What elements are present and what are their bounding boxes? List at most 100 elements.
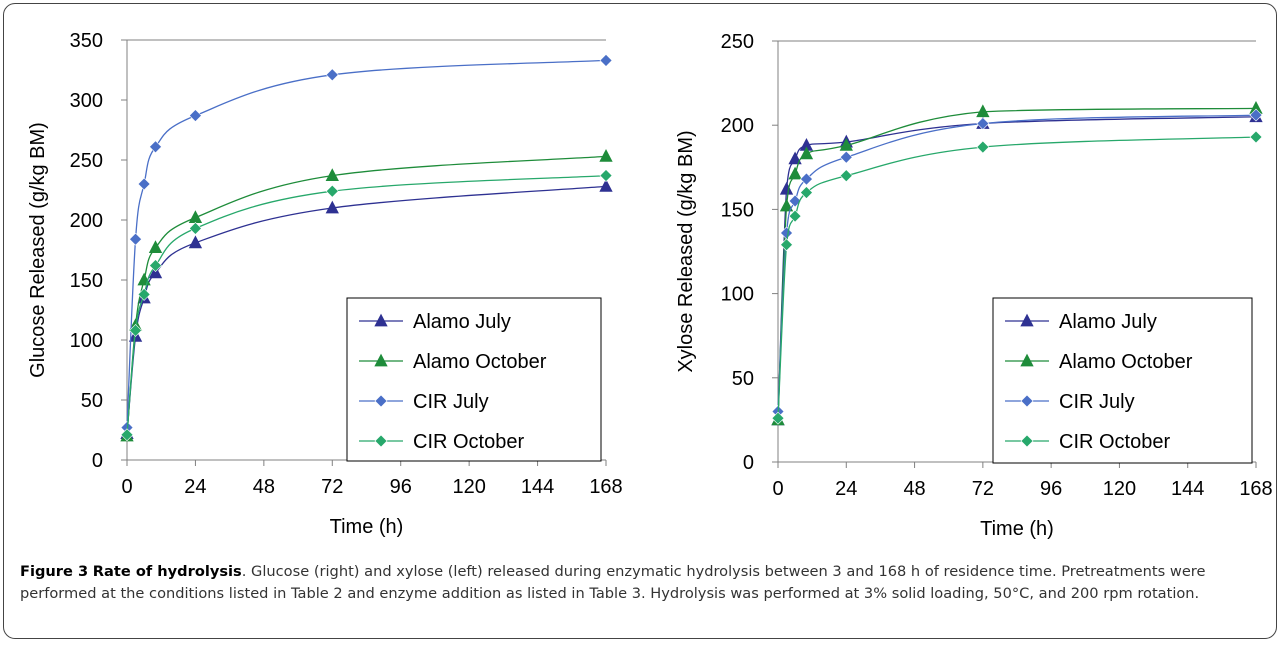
chart1-x-tick-label: 72 [321, 476, 343, 498]
chart2-y-tick-label: 250 [721, 31, 754, 53]
chart1-series-2-point [189, 109, 202, 123]
chart2-series-3-point [780, 238, 793, 252]
chart1-series-2-point [129, 232, 142, 246]
caption-label: Figure 3 [20, 563, 89, 580]
chart1-series-1-point [325, 168, 339, 182]
chart1-series-2-point [137, 177, 151, 191]
chart1-y-tick-label: 50 [81, 390, 103, 412]
chart1-legend-marker-2 [374, 394, 388, 408]
chart1-y-tick-label: 300 [70, 90, 103, 112]
chart1-series-0-point [148, 265, 163, 279]
chart1-y-tick-label: 100 [70, 330, 103, 352]
chart2-x-tick-label: 0 [772, 478, 783, 500]
chart2-series-1-point [839, 138, 853, 151]
chart1-series-2-point [325, 68, 339, 82]
chart2-series-line-3 [777, 136, 1257, 419]
chart2-x-tick-label: 24 [835, 478, 857, 500]
chart2-legend-label-2: CIR July [1059, 391, 1135, 413]
chart1-series-3-point [189, 221, 202, 235]
chart2-x-axis-label: Time (h) [980, 518, 1054, 540]
chart1-y-tick-label: 200 [70, 210, 103, 232]
chart2-legend-marker-0 [1020, 313, 1034, 327]
chart2-series-3-point [771, 411, 785, 425]
chart2-y-tick-label: 200 [721, 115, 754, 137]
chart2-series-2-point [800, 172, 813, 186]
chart1-x-tick-label: 0 [121, 476, 132, 498]
chart1-series-1-point [148, 240, 163, 254]
chart1-series-3-point [129, 323, 142, 337]
chart2-x-tick-label: 72 [972, 478, 994, 500]
chart2-legend-label-3: CIR October [1059, 431, 1170, 453]
chart1-x-tick-label: 48 [253, 476, 275, 498]
chart1-x-tick-label: 96 [390, 476, 412, 498]
chart2-legend-label-0: Alamo July [1059, 311, 1157, 333]
chart2-series-1-point [788, 166, 802, 180]
chart2-series-3-point [1249, 130, 1263, 144]
chart1-series-1-point [188, 210, 203, 224]
chart1-x-tick-label: 24 [184, 476, 206, 498]
chart1-series-0-point [325, 200, 339, 214]
chart2-y-tick-label: 100 [721, 284, 754, 306]
chart2-series-1-point [779, 198, 794, 212]
chart2-legend-label-1: Alamo October [1059, 351, 1193, 373]
chart2-series-1-point [976, 104, 990, 118]
chart1-y-tick-label: 250 [70, 150, 103, 172]
chart2-y-tick-label: 150 [721, 199, 754, 221]
chart2-x-tick-label: 120 [1103, 478, 1136, 500]
chart2-series-3-point [976, 140, 990, 154]
figure-caption: Figure 3 Rate of hydrolysis. Glucose (ri… [20, 561, 1264, 605]
chart2-x-tick-label: 144 [1171, 478, 1204, 500]
chart1-legend-label-1: Alamo October [413, 351, 547, 373]
chart1-y-axis-label: Glucose Released (g/kg BM) [27, 122, 49, 378]
chart1-y-tick-label: 150 [70, 270, 103, 292]
chart1-x-axis-label: Time (h) [330, 516, 404, 538]
chart1-y-tick-label: 0 [92, 450, 103, 472]
caption-title: Rate of hydrolysis [92, 563, 242, 580]
chart1-series-2-point [149, 140, 162, 154]
chart1-x-tick-label: 120 [452, 476, 485, 498]
chart1-legend-marker-3 [374, 434, 388, 448]
chart1-series-0-point [188, 235, 203, 249]
chart2-y-tick-label: 0 [743, 452, 754, 474]
chart1-legend-label-3: CIR October [413, 431, 524, 453]
chart1-series-3-point [149, 259, 162, 273]
chart1-legend-marker-1 [374, 353, 388, 367]
chart2-series-1-point [799, 146, 814, 160]
chart2-series-3-point [800, 186, 813, 199]
chart2-series-2-point [839, 150, 853, 164]
chart2-series-3-point [839, 169, 853, 183]
chart2-series-3-point [788, 209, 802, 223]
figure-charts: 0 50 100 150 200 250 300 350 0 24 48 72 96 120 144 168 T… [27, 30, 1273, 540]
chart1-legend-box [346, 297, 602, 462]
chart1-series-2-point [599, 53, 613, 67]
chart1-legend-label-2: CIR July [413, 391, 489, 413]
chart1-series-3-point [120, 428, 134, 442]
chart1-series-1-point [599, 149, 613, 162]
chart2-series-0-point [779, 181, 794, 195]
chart2-legend-marker-1 [1020, 353, 1034, 367]
chart1-x-tick-label: 168 [589, 476, 622, 498]
chart2-x-tick-label: 96 [1040, 478, 1062, 500]
chart1-series-3-point [137, 287, 151, 301]
chart2-series-2-point [780, 226, 793, 240]
chart2-series-line-2 [777, 114, 1257, 412]
chart1-legend-marker-0 [374, 313, 388, 327]
chart1-y-tick-label: 350 [70, 30, 103, 52]
chart2-legend-marker-3 [1020, 434, 1034, 448]
caption-text: . Glucose (right) and xylose (left) rele… [20, 563, 1206, 602]
chart2-x-tick-label: 168 [1239, 478, 1272, 500]
chart2-series-2-point [1249, 108, 1263, 122]
chart2-y-tick-label: 50 [732, 368, 754, 390]
chart1-series-3-point [325, 184, 339, 198]
chart2-x-tick-label: 48 [903, 478, 925, 500]
chart1-legend-label-0: Alamo July [413, 311, 511, 333]
chart1-series-line-2 [126, 59, 607, 428]
chart1-x-tick-label: 144 [521, 476, 554, 498]
chart2-legend-marker-2 [1020, 394, 1034, 408]
chart1-series-3-point [599, 169, 613, 183]
chart2-y-axis-label: Xylose Released (g/kg BM) [675, 130, 697, 372]
chart2-legend-box [992, 297, 1253, 464]
chart2-series-2-point [976, 117, 990, 130]
chart2-series-0-point [788, 151, 802, 165]
chart1-series-0-point [599, 179, 613, 192]
